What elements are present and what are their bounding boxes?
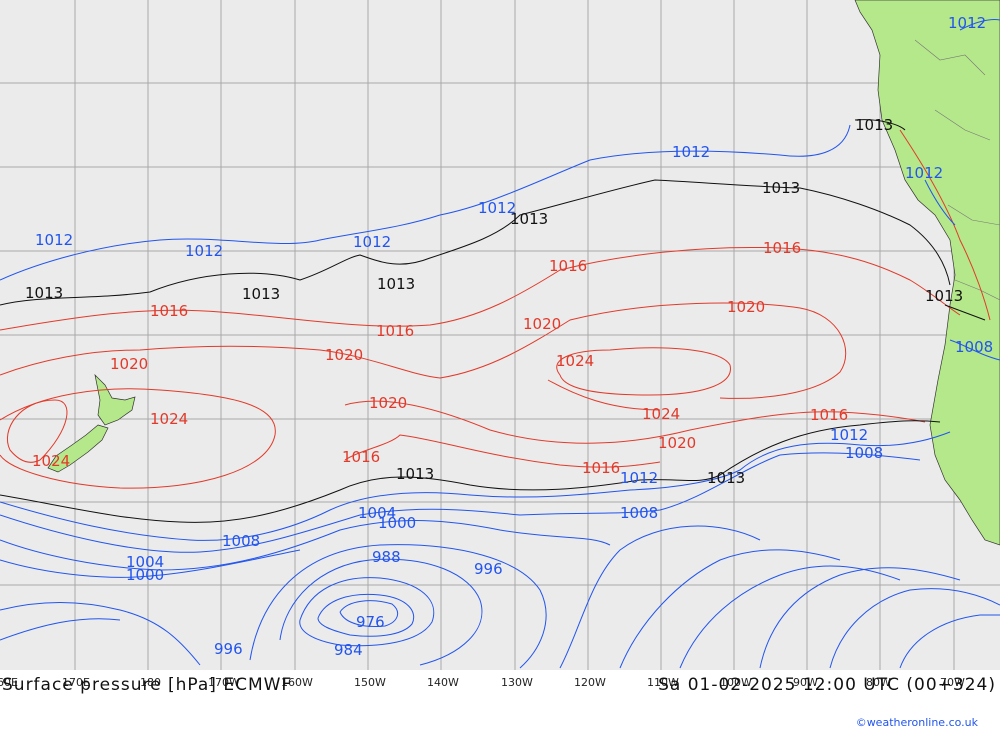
isobar-label: 1020 <box>369 394 407 412</box>
isobars-low <box>0 19 1000 669</box>
isobar-label: 1012 <box>905 164 943 182</box>
isobar-label: 1020 <box>727 298 765 316</box>
labels-high: 1016 1016 1016 1016 1016 1016 1016 1020 … <box>32 239 848 477</box>
lon-tick-label: 90W <box>793 676 818 689</box>
isobar-label: 1016 <box>549 257 587 275</box>
isobar-label: 1024 <box>642 405 680 423</box>
isobar-label: 1000 <box>126 566 164 584</box>
isobar-label: 1012 <box>35 231 73 249</box>
isobars-high <box>0 129 991 489</box>
isobar-label: 1013 <box>510 210 548 228</box>
lon-tick-label: 70W <box>940 676 965 689</box>
lat-lon-grid <box>0 0 1000 670</box>
lon-tick-label: 60E <box>0 676 18 689</box>
lon-tick-label: 180 <box>140 676 161 689</box>
isobar-label: 1024 <box>150 410 188 428</box>
isobar-label: 1013 <box>25 284 63 302</box>
lon-tick-label: 80W <box>866 676 891 689</box>
isobar-label: 1008 <box>845 444 883 462</box>
credit-link[interactable]: ©weatheronline.co.uk <box>855 716 978 729</box>
new-zealand-north <box>94 373 136 426</box>
lon-tick-label: 110W <box>647 676 679 689</box>
labels-low: 1012 1012 1012 1012 1012 1012 1012 1012 … <box>35 14 993 659</box>
isobar-label: 1013 <box>855 116 893 134</box>
isobar-label: 1016 <box>810 406 848 424</box>
lon-tick-label: 130W <box>501 676 533 689</box>
isobar-label: 1012 <box>620 469 658 487</box>
labels-standard: 1013 1013 1013 1013 1013 1013 1013 1013 … <box>25 116 963 487</box>
lon-tick-label: 150W <box>354 676 386 689</box>
lon-tick-label: 100W <box>720 676 752 689</box>
longitude-axis: 60E 170E 180 170W 160W 150W 140W 130W 12… <box>0 676 965 689</box>
isobars-standard <box>0 119 986 523</box>
isobar-label: 1012 <box>478 199 516 217</box>
isobar-label: 1020 <box>658 434 696 452</box>
isobar-label: 1012 <box>353 233 391 251</box>
chart-title: Surface pressure [hPa] ECMWF <box>2 675 293 695</box>
landmass <box>47 0 1000 546</box>
lon-tick-label: 160W <box>281 676 313 689</box>
isobar-label: 1013 <box>925 287 963 305</box>
isobar-label: 1020 <box>110 355 148 373</box>
isobar-label: 1013 <box>396 465 434 483</box>
isobar-label: 988 <box>372 548 401 566</box>
isobar-label: 1012 <box>185 242 223 260</box>
isobar-label: 1024 <box>32 452 70 470</box>
isobar-label: 1024 <box>556 352 594 370</box>
valid-time: Sa 01-02-2025 12:00 UTC (00+324) <box>658 675 996 695</box>
isobar-label: 1004 <box>126 553 164 571</box>
borders <box>914 39 1000 301</box>
lon-tick-label: 140W <box>427 676 459 689</box>
lon-tick-label: 170E <box>62 676 90 689</box>
isobar-label: 1016 <box>763 239 801 257</box>
south-america <box>854 0 1000 546</box>
isobar-label: 996 <box>474 560 503 578</box>
lon-tick-label: 170W <box>208 676 240 689</box>
isobar-label: 1016 <box>376 322 414 340</box>
isobar-label: 1013 <box>707 469 745 487</box>
isobar-label: 1013 <box>762 179 800 197</box>
isobar-label: 1008 <box>222 532 260 550</box>
isobar-label: 1020 <box>523 315 561 333</box>
isobar-label: 1012 <box>948 14 986 32</box>
new-zealand-south <box>47 424 109 473</box>
isobar-label: 1004 <box>358 504 396 522</box>
isobar-label: 1008 <box>955 338 993 356</box>
isobar-label: 1013 <box>242 285 280 303</box>
isobar-label: 1000 <box>378 514 416 532</box>
isobar-label: 996 <box>214 640 243 658</box>
isobar-label: 1012 <box>672 143 710 161</box>
isobar-label: 976 <box>356 613 385 631</box>
isobar-label: 1012 <box>830 426 868 444</box>
lon-tick-label: 120W <box>574 676 606 689</box>
isobar-label: 1016 <box>342 448 380 466</box>
isobar-label: 984 <box>334 641 363 659</box>
isobar-label: 1016 <box>150 302 188 320</box>
isobar-label: 1016 <box>582 459 620 477</box>
isobar-label: 1020 <box>325 346 363 364</box>
isobar-label: 1013 <box>377 275 415 293</box>
isobar-label: 1008 <box>620 504 658 522</box>
